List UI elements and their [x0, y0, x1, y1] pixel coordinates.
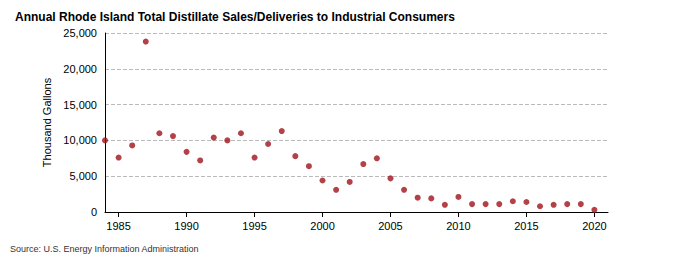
svg-text:Thousand Gallons: Thousand Gallons — [41, 77, 53, 167]
svg-text:1990: 1990 — [174, 220, 198, 232]
svg-text:Annual Rhode Island Total Dist: Annual Rhode Island Total Distillate Sal… — [15, 10, 455, 24]
svg-text:Source: U.S. Energy Informatio: Source: U.S. Energy Information Administ… — [10, 244, 199, 254]
svg-text:1985: 1985 — [106, 220, 130, 232]
svg-text:25,000: 25,000 — [63, 27, 97, 39]
svg-text:5,000: 5,000 — [69, 170, 97, 182]
svg-text:10,000: 10,000 — [63, 134, 97, 146]
svg-text:2015: 2015 — [514, 220, 538, 232]
svg-text:15,000: 15,000 — [63, 99, 97, 111]
svg-text:2020: 2020 — [582, 220, 606, 232]
svg-text:20,000: 20,000 — [63, 63, 97, 75]
svg-text:2005: 2005 — [378, 220, 402, 232]
svg-text:2000: 2000 — [310, 220, 334, 232]
svg-text:0: 0 — [91, 206, 97, 218]
svg-text:1995: 1995 — [242, 220, 266, 232]
svg-text:2010: 2010 — [446, 220, 470, 232]
